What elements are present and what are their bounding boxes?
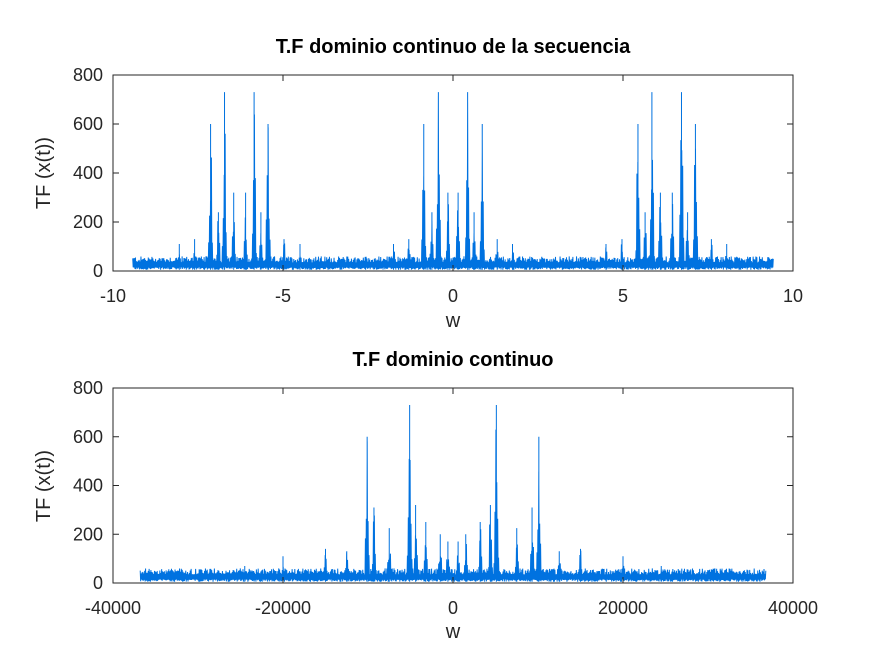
y-tick-label-bottom: 0 xyxy=(93,573,103,593)
y-axis-label-bottom: TF (x(t)) xyxy=(33,450,55,522)
x-axis-label-bottom: w xyxy=(445,621,461,643)
chart-title-bottom: T.F dominio continuo xyxy=(352,349,553,371)
axes-frame-top xyxy=(112,74,794,272)
ticks-top: -10 -5 0 5 10 0 200 400 600 800 xyxy=(73,65,803,306)
x-tick-label-bottom: -20000 xyxy=(255,598,311,618)
y-tick-label-top: 200 xyxy=(73,212,103,232)
x-tick-label-top: 0 xyxy=(448,286,458,306)
y-tick-label-top: 0 xyxy=(93,261,103,281)
y-tick-label-bottom: 600 xyxy=(73,427,103,447)
series-line-top xyxy=(132,92,774,270)
series-line-bottom xyxy=(139,405,767,582)
y-tick-label-top: 800 xyxy=(73,65,103,85)
x-tick-label-bottom: 20000 xyxy=(598,598,648,618)
series-bottom xyxy=(139,405,767,582)
ticks-bottom: -40000 -20000 0 20000 40000 0 200 400 600 800 xyxy=(73,378,818,618)
x-tick-label-top: 10 xyxy=(783,286,803,306)
x-tick-label-top: 5 xyxy=(618,286,628,306)
subplot-bottom: -40000 -20000 0 20000 40000 0 200 400 600 800 T.F… xyxy=(33,349,818,643)
x-tick-label-top: -10 xyxy=(100,286,126,306)
axes-frame-bottom xyxy=(112,387,794,584)
subplot-top: -10 -5 0 5 10 0 200 400 600 800 T.F dominio conti… xyxy=(33,36,803,332)
y-tick-label-bottom: 400 xyxy=(73,476,103,496)
series-top xyxy=(132,92,774,270)
chart-title-top: T.F dominio continuo de la secuencia xyxy=(276,36,631,58)
y-tick-label-bottom: 200 xyxy=(73,524,103,544)
y-axis-label-top: TF (x(t)) xyxy=(33,137,55,209)
y-tick-label-top: 400 xyxy=(73,163,103,183)
x-tick-label-bottom: 40000 xyxy=(768,598,818,618)
x-tick-label-top: -5 xyxy=(275,286,291,306)
x-tick-label-bottom: 0 xyxy=(448,598,458,618)
y-tick-label-bottom: 800 xyxy=(73,378,103,398)
x-axis-label-top: w xyxy=(445,310,461,332)
y-tick-label-top: 600 xyxy=(73,114,103,134)
x-tick-label-bottom: -40000 xyxy=(85,598,141,618)
